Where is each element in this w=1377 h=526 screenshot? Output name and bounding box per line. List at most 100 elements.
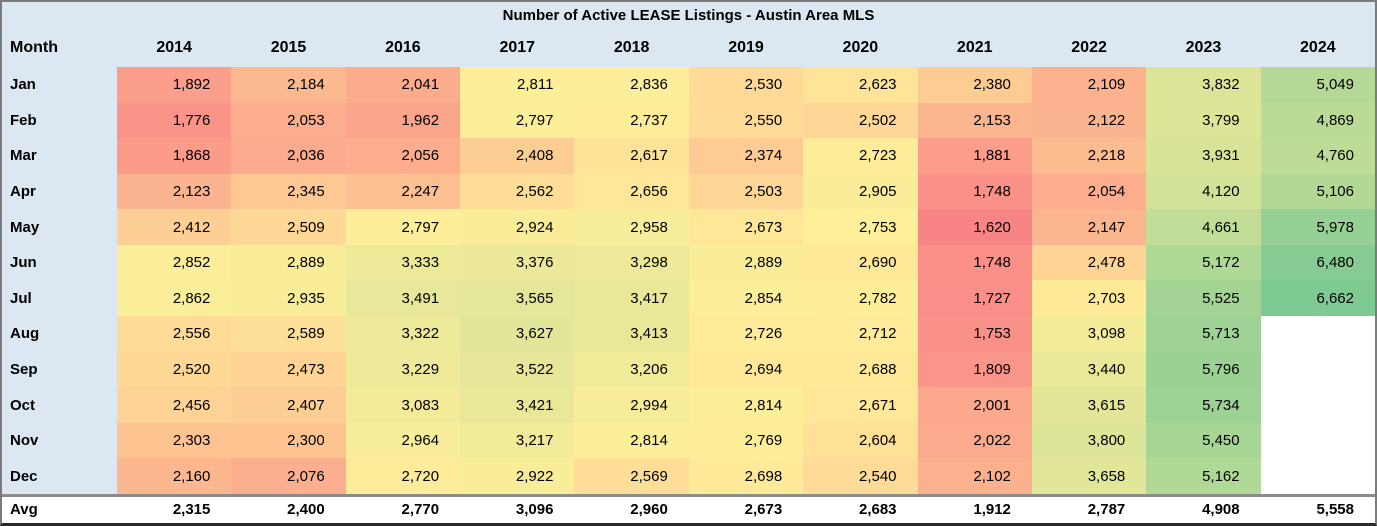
cell-mar-2016: 2,056 [345, 138, 461, 174]
cell-avg-2024: 5,558 [1260, 496, 1375, 523]
cell-dec-2024-empty [1260, 458, 1375, 494]
column-header-2017: 2017 [460, 29, 575, 67]
cell-aug-2018: 3,413 [574, 316, 689, 352]
cell-avg-2015: 2,400 [231, 496, 346, 523]
cell-aug-2021: 1,753 [917, 316, 1032, 352]
cell-jan-2020: 2,623 [803, 67, 918, 103]
cell-apr-2024: 5,106 [1260, 173, 1375, 210]
cell-dec-2014: 2,160 [117, 458, 232, 494]
cell-nov-2019: 2,769 [688, 422, 804, 459]
cell-may-2024: 5,978 [1260, 209, 1375, 245]
row-header-apr: Apr [2, 173, 117, 210]
cell-may-2021: 1,620 [917, 209, 1032, 245]
cell-oct-2015: 2,407 [231, 387, 346, 423]
cell-jan-2016: 2,041 [345, 67, 461, 103]
cell-aug-2020: 2,712 [803, 316, 918, 352]
cell-sep-2019: 2,694 [688, 351, 804, 388]
row-header-avg: Avg [2, 496, 117, 523]
column-header-2020: 2020 [803, 29, 918, 67]
avg-separator-line [2, 493, 1375, 497]
row-header-nov: Nov [2, 422, 117, 459]
cell-oct-2017: 3,421 [460, 387, 575, 423]
cell-aug-2022: 3,098 [1031, 316, 1147, 352]
cell-mar-2024: 4,760 [1260, 138, 1375, 174]
cell-nov-2020: 2,604 [803, 422, 918, 459]
cell-jul-2016: 3,491 [345, 280, 461, 317]
cell-jun-2015: 2,889 [231, 244, 346, 281]
cell-feb-2021: 2,153 [917, 102, 1032, 139]
cell-oct-2022: 3,615 [1031, 387, 1147, 423]
cell-dec-2021: 2,102 [917, 458, 1032, 494]
table-title: Number of Active LEASE Listings - Austin… [2, 2, 1375, 29]
cell-jul-2015: 2,935 [231, 280, 346, 317]
cell-may-2015: 2,509 [231, 209, 346, 245]
cell-nov-2014: 2,303 [117, 422, 232, 459]
cell-aug-2024-empty [1260, 316, 1375, 352]
cell-aug-2015: 2,589 [231, 316, 346, 352]
cell-feb-2017: 2,797 [460, 102, 575, 139]
cell-mar-2015: 2,036 [231, 138, 346, 174]
column-header-2016: 2016 [345, 29, 461, 67]
row-header-aug: Aug [2, 316, 117, 352]
cell-jun-2021: 1,748 [917, 244, 1032, 281]
cell-jan-2023: 3,832 [1146, 67, 1261, 103]
cell-apr-2015: 2,345 [231, 173, 346, 210]
cell-avg-2017: 3,096 [460, 496, 575, 523]
cell-dec-2016: 2,720 [345, 458, 461, 494]
cell-feb-2018: 2,737 [574, 102, 689, 139]
cell-aug-2016: 3,322 [345, 316, 461, 352]
cell-jun-2014: 2,852 [117, 244, 232, 281]
cell-nov-2022: 3,800 [1031, 422, 1147, 459]
row-header-jul: Jul [2, 280, 117, 317]
cell-dec-2017: 2,922 [460, 458, 575, 494]
cell-mar-2018: 2,617 [574, 138, 689, 174]
row-header-jan: Jan [2, 67, 117, 103]
cell-feb-2022: 2,122 [1031, 102, 1147, 139]
cell-avg-2016: 2,770 [345, 496, 461, 523]
cell-feb-2024: 4,869 [1260, 102, 1375, 139]
cell-jun-2023: 5,172 [1146, 244, 1261, 281]
cell-sep-2022: 3,440 [1031, 351, 1147, 388]
cell-jan-2024: 5,049 [1260, 67, 1375, 103]
cell-feb-2023: 3,799 [1146, 102, 1261, 139]
cell-oct-2016: 3,083 [345, 387, 461, 423]
cell-jul-2017: 3,565 [460, 280, 575, 317]
cell-jan-2021: 2,380 [917, 67, 1032, 103]
cell-may-2018: 2,958 [574, 209, 689, 245]
cell-oct-2020: 2,671 [803, 387, 918, 423]
cell-avg-2023: 4,908 [1146, 496, 1261, 523]
cell-jan-2019: 2,530 [688, 67, 804, 103]
cell-feb-2019: 2,550 [688, 102, 804, 139]
cell-oct-2024-empty [1260, 387, 1375, 423]
cell-aug-2023: 5,713 [1146, 316, 1261, 352]
cell-jul-2021: 1,727 [917, 280, 1032, 317]
cell-may-2014: 2,412 [117, 209, 232, 245]
cell-apr-2016: 2,247 [345, 173, 461, 210]
cell-oct-2023: 5,734 [1146, 387, 1261, 423]
cell-dec-2015: 2,076 [231, 458, 346, 494]
cell-apr-2014: 2,123 [117, 173, 232, 210]
cell-jun-2017: 3,376 [460, 244, 575, 281]
cell-jul-2022: 2,703 [1031, 280, 1147, 317]
cell-nov-2023: 5,450 [1146, 422, 1261, 459]
cell-aug-2017: 3,627 [460, 316, 575, 352]
cell-feb-2016: 1,962 [345, 102, 461, 139]
cell-aug-2014: 2,556 [117, 316, 232, 352]
cell-jan-2015: 2,184 [231, 67, 346, 103]
cell-aug-2019: 2,726 [688, 316, 804, 352]
cell-mar-2021: 1,881 [917, 138, 1032, 174]
column-header-2024: 2024 [1260, 29, 1375, 67]
cell-dec-2020: 2,540 [803, 458, 918, 494]
column-header-2022: 2022 [1031, 29, 1147, 67]
column-header-2018: 2018 [574, 29, 689, 67]
cell-may-2020: 2,753 [803, 209, 918, 245]
cell-sep-2023: 5,796 [1146, 351, 1261, 388]
column-header-2019: 2019 [688, 29, 804, 67]
row-header-mar: Mar [2, 138, 117, 174]
cell-may-2016: 2,797 [345, 209, 461, 245]
cell-nov-2015: 2,300 [231, 422, 346, 459]
cell-apr-2019: 2,503 [688, 173, 804, 210]
cell-nov-2017: 3,217 [460, 422, 575, 459]
column-header-2014: 2014 [117, 29, 232, 67]
